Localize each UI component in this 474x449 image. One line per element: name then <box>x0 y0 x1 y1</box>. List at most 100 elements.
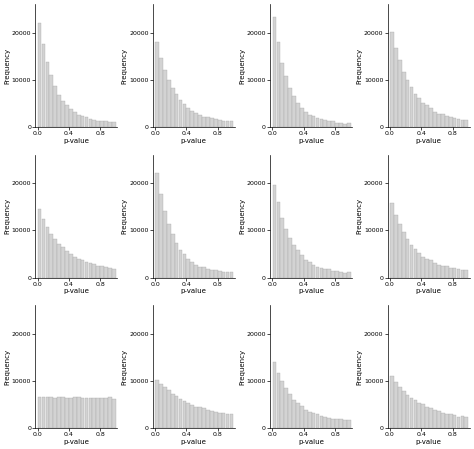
Bar <box>328 121 331 127</box>
Bar <box>304 409 308 428</box>
Bar <box>210 118 214 127</box>
Bar <box>343 420 347 428</box>
X-axis label: p-value: p-value <box>298 439 324 445</box>
Bar <box>418 98 421 127</box>
Y-axis label: Frequency: Frequency <box>4 349 10 385</box>
X-axis label: p-value: p-value <box>64 288 89 294</box>
Bar <box>335 419 339 428</box>
Bar <box>214 119 218 127</box>
Bar <box>194 407 198 428</box>
Bar <box>429 109 433 127</box>
Bar <box>108 397 112 428</box>
Bar <box>69 398 73 428</box>
Bar <box>441 266 445 277</box>
Bar <box>77 397 81 428</box>
Bar <box>425 259 429 277</box>
Bar <box>198 267 202 277</box>
Bar <box>456 417 460 428</box>
Bar <box>445 414 448 428</box>
Y-axis label: Frequency: Frequency <box>122 48 128 84</box>
Bar <box>73 397 77 428</box>
Bar <box>429 260 433 277</box>
Bar <box>108 122 112 127</box>
Bar <box>171 88 174 127</box>
Bar <box>276 373 280 428</box>
Bar <box>418 403 421 428</box>
X-axis label: p-value: p-value <box>298 288 324 294</box>
Bar <box>92 397 96 428</box>
Bar <box>390 376 394 428</box>
Bar <box>46 62 49 127</box>
Bar <box>425 106 429 127</box>
Bar <box>331 419 335 428</box>
Y-axis label: Frequency: Frequency <box>356 198 363 234</box>
Bar <box>171 234 174 277</box>
Bar <box>57 244 61 277</box>
Bar <box>284 387 288 428</box>
X-axis label: p-value: p-value <box>64 439 89 445</box>
Bar <box>163 70 167 127</box>
Bar <box>465 120 468 127</box>
Bar <box>394 215 398 277</box>
Bar <box>73 112 77 127</box>
Bar <box>77 115 81 127</box>
Y-axis label: Frequency: Frequency <box>4 198 10 234</box>
Bar <box>218 120 221 127</box>
Bar <box>323 120 327 127</box>
Y-axis label: Frequency: Frequency <box>122 198 128 234</box>
Bar <box>104 121 108 127</box>
Y-axis label: Frequency: Frequency <box>4 48 10 84</box>
Bar <box>453 118 456 127</box>
Bar <box>445 266 448 277</box>
Bar <box>92 264 96 277</box>
Bar <box>406 239 410 277</box>
Bar <box>308 115 311 127</box>
Bar <box>112 122 116 127</box>
Bar <box>335 123 339 127</box>
Bar <box>300 108 304 127</box>
Y-axis label: Frequency: Frequency <box>239 48 245 84</box>
Bar <box>226 272 229 277</box>
Bar <box>433 263 437 277</box>
Bar <box>100 266 104 277</box>
Bar <box>343 123 347 127</box>
Bar <box>339 419 343 428</box>
Bar <box>284 76 288 127</box>
Bar <box>410 88 413 127</box>
Bar <box>65 398 69 428</box>
Bar <box>425 407 429 428</box>
Bar <box>281 62 284 127</box>
Bar <box>191 111 194 127</box>
Bar <box>159 58 163 127</box>
Bar <box>163 387 167 428</box>
Bar <box>206 117 210 127</box>
Bar <box>179 250 182 277</box>
Bar <box>437 265 441 277</box>
Bar <box>304 112 308 127</box>
Bar <box>81 260 84 277</box>
Bar <box>206 269 210 277</box>
Bar <box>437 411 441 428</box>
Bar <box>100 121 104 127</box>
Bar <box>453 269 456 277</box>
Bar <box>229 273 233 277</box>
X-axis label: p-value: p-value <box>416 138 442 144</box>
Bar <box>413 400 417 428</box>
Bar <box>167 390 171 428</box>
Bar <box>292 400 296 428</box>
Bar <box>308 412 311 428</box>
X-axis label: p-value: p-value <box>416 439 442 445</box>
Bar <box>300 255 304 277</box>
Bar <box>37 23 41 127</box>
Bar <box>421 405 425 428</box>
Bar <box>410 398 413 428</box>
Bar <box>206 410 210 428</box>
Bar <box>465 418 468 428</box>
Bar <box>89 119 92 127</box>
Bar <box>292 245 296 277</box>
Bar <box>347 123 351 127</box>
Bar <box>37 397 41 428</box>
X-axis label: p-value: p-value <box>64 138 89 144</box>
Bar <box>390 203 394 277</box>
Bar <box>394 48 398 127</box>
